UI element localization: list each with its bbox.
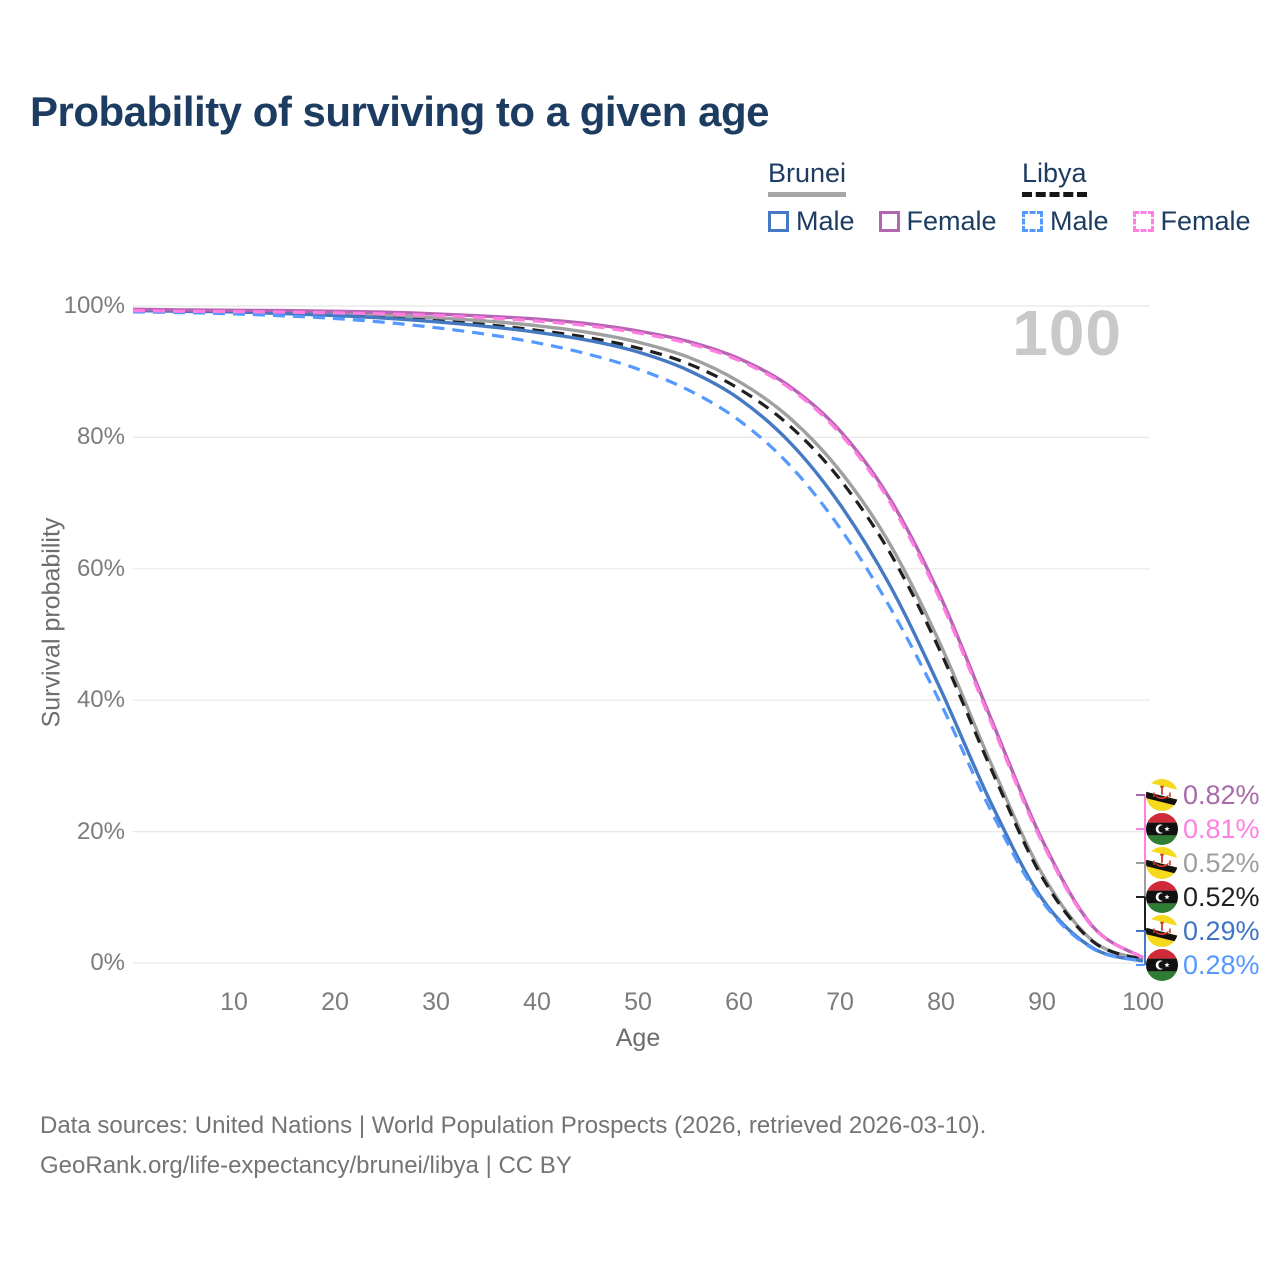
x-tick-10: 10: [220, 988, 248, 1016]
brunei-flag: [1146, 847, 1178, 879]
x-tick-80: 80: [927, 988, 955, 1016]
x-axis-title: Age: [615, 1024, 661, 1052]
curve-brunei-female: [132, 307, 1144, 960]
footer: Data sources: United Nations | World Pop…: [40, 1106, 986, 1186]
x-tick-30: 30: [422, 988, 450, 1016]
curve-libya-both-sexes: [132, 309, 1144, 962]
x-tick-100: 100: [1122, 988, 1164, 1016]
end-label-value: 0.82%: [1183, 779, 1260, 810]
brunei-flag: [1146, 779, 1178, 811]
end-label-value: 0.52%: [1183, 881, 1260, 912]
brunei-flag: [1146, 915, 1178, 947]
y-tick-40%: 40%: [76, 686, 125, 714]
curve-brunei-male: [132, 308, 1144, 963]
end-label-libya-both-sexes: 0.52%: [1146, 881, 1260, 913]
libya-female-swatch: [1132, 211, 1154, 232]
legend-item-brunei-male[interactable]: Male: [768, 206, 855, 237]
legend-item-libya-female[interactable]: Female: [1132, 206, 1251, 237]
x-tick-60: 60: [725, 988, 753, 1016]
y-tick-100%: 100%: [63, 292, 125, 319]
end-label-brunei-male: 0.29%: [1146, 915, 1260, 947]
legend-label-brunei-male: Male: [796, 206, 855, 236]
page-title: Probability of surviving to a given age: [30, 88, 769, 135]
end-label-libya-male: 0.28%: [1146, 949, 1260, 981]
legend-header-brunei: Brunei: [768, 158, 847, 197]
curve-libya-male: [132, 310, 1144, 963]
curve-libya-female: [132, 309, 1144, 960]
x-tick-40: 40: [523, 988, 551, 1016]
brunei-female-swatch: [878, 211, 900, 232]
libya-flag: [1146, 949, 1178, 981]
end-label-value: 0.81%: [1183, 813, 1260, 844]
x-tick-70: 70: [826, 988, 854, 1016]
end-label-value: 0.28%: [1183, 949, 1260, 980]
end-label-brunei-female: 0.82%: [1146, 779, 1260, 811]
y-tick-0%: 0%: [90, 949, 125, 976]
legend-item-brunei-female[interactable]: Female: [878, 206, 997, 237]
end-label-value: 0.29%: [1183, 915, 1260, 946]
x-tick-20: 20: [321, 988, 349, 1016]
libya-flag: [1146, 813, 1178, 845]
legend-label-brunei-female: Female: [906, 206, 997, 236]
y-axis-title: Survival probability: [37, 517, 66, 728]
legend-item-libya-male[interactable]: Male: [1022, 206, 1109, 237]
y-tick-20%: 20%: [76, 817, 125, 845]
legend-label-libya-male: Male: [1050, 206, 1109, 236]
age-watermark: 100: [1012, 297, 1122, 369]
end-label-brunei-both-sexes: 0.52%: [1146, 847, 1260, 879]
brunei-male-swatch: [768, 211, 789, 232]
footer-sources: Data sources: United Nations | World Pop…: [40, 1112, 987, 1139]
legend-group-libya: Libya Male Female: [1022, 158, 1251, 237]
legend-group-brunei: Brunei Male Female: [768, 158, 997, 237]
y-tick-60%: 60%: [76, 554, 125, 582]
curve-brunei-both-sexes: [132, 308, 1144, 962]
libya-flag: [1146, 881, 1178, 913]
x-tick-90: 90: [1028, 988, 1056, 1016]
y-tick-80%: 80%: [76, 423, 125, 451]
end-label-libya-female: 0.81%: [1146, 813, 1260, 845]
legend-label-libya-female: Female: [1160, 206, 1251, 236]
libya-male-swatch: [1022, 211, 1043, 232]
legend-header-libya: Libya: [1022, 158, 1087, 197]
end-label-value: 0.52%: [1183, 847, 1260, 878]
footer-attribution: GeoRank.org/life-expectancy/brunei/libya…: [40, 1152, 572, 1179]
x-tick-50: 50: [624, 988, 652, 1016]
